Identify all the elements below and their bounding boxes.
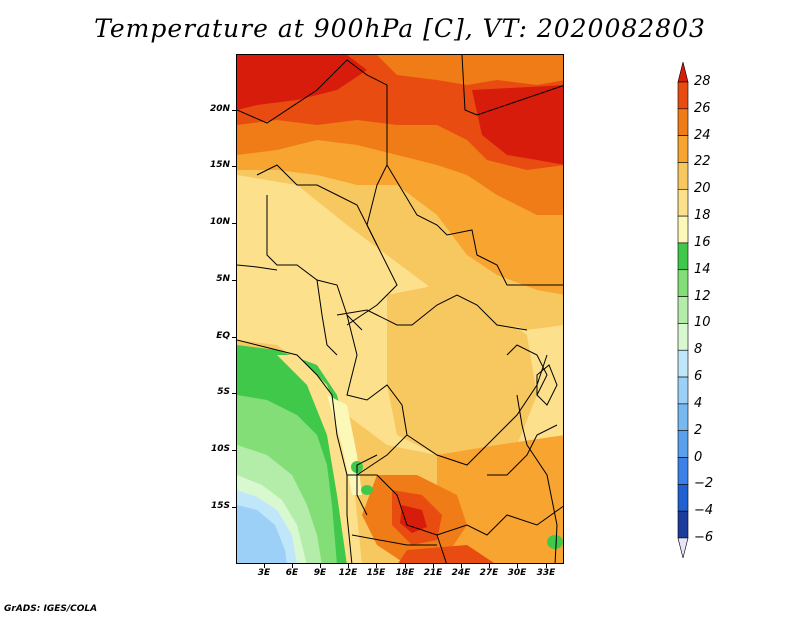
field-zambia-core (400, 505, 427, 533)
field-west-20 (237, 255, 357, 355)
colorbar-label: 12 (694, 288, 711, 304)
colorbar-swatch (677, 323, 689, 351)
field-se-24 (437, 435, 563, 563)
lon-label-18e: 18E (395, 568, 415, 578)
lon-label-33e: 33E (536, 568, 556, 578)
colorbar-swatch (677, 135, 689, 163)
colorbar-label: 26 (694, 100, 711, 116)
lat-tick (232, 280, 236, 281)
lat-tick (232, 450, 236, 451)
colorbar-label: 6 (694, 369, 703, 385)
colorbar-label: 14 (694, 261, 711, 277)
borders (237, 55, 563, 563)
colorbar-label: 16 (694, 234, 711, 250)
lat-tick (232, 393, 236, 394)
colorbar-label: 10 (694, 315, 711, 331)
colorbar-label: 2 (694, 422, 703, 438)
colorbar-label: 20 (694, 181, 711, 197)
colorbar-swatch (677, 81, 689, 110)
colorbar-swatch (677, 269, 689, 297)
field-spot-green-2 (361, 485, 373, 495)
field-south-hot (398, 545, 494, 563)
colorbar-label: 18 (694, 208, 711, 224)
colorbar-swatch (677, 457, 689, 485)
lat-label-5n: 5N (216, 274, 230, 284)
lat-label-10n: 10N (209, 217, 230, 227)
lat-tick (232, 337, 236, 338)
lat-label-20n: 20N (209, 104, 230, 114)
lon-label-12e: 12E (338, 568, 358, 578)
lat-tick (232, 507, 236, 508)
lon-label-6e: 6E (285, 568, 299, 578)
colorbar-label: 4 (694, 395, 703, 411)
colorbar-swatch (677, 376, 689, 405)
lat-label-5s: 5S (217, 387, 230, 397)
colorbar-label: 24 (694, 127, 711, 143)
field-north-hot (237, 55, 367, 110)
lat-label-15n: 15N (209, 160, 230, 170)
colorbar-swatch (677, 108, 689, 136)
map-title: Temperature at 900hPa [C], VT: 202008280… (94, 14, 706, 43)
colorbar-label: 0 (694, 449, 703, 465)
colorbar-label: −6 (694, 530, 714, 545)
colorbar (677, 62, 689, 558)
lat-tick (232, 110, 236, 111)
colorbar-label: −2 (694, 476, 714, 492)
lon-tick (320, 564, 321, 568)
field-spot-green-3 (547, 535, 563, 549)
colorbar-swatch (677, 215, 689, 244)
lon-label-3e: 3E (257, 568, 271, 578)
lat-label-10s: 10S (210, 444, 230, 454)
lon-tick (489, 564, 490, 568)
colorbar-swatch (677, 242, 689, 271)
lon-tick (348, 564, 349, 568)
colorbar-swatches (677, 62, 689, 558)
lon-label-30e: 30E (507, 568, 527, 578)
temperature-map (236, 54, 564, 564)
lon-label-15e: 15E (366, 568, 386, 578)
lon-label-24e: 24E (451, 568, 471, 578)
lon-tick (376, 564, 377, 568)
lat-tick (232, 166, 236, 167)
field-ne-hot (472, 85, 563, 165)
lon-tick (433, 564, 434, 568)
lon-tick (517, 564, 518, 568)
grads-credit: GrADS: IGES/COLA (4, 604, 98, 614)
colorbar-swatch (677, 484, 689, 512)
lon-tick (405, 564, 406, 568)
field-basin-22 (387, 285, 537, 465)
colorbar-swatch (677, 430, 689, 458)
colorbar-top-triangle (677, 62, 689, 83)
lon-label-9e: 9E (313, 568, 327, 578)
lat-label-eq: EQ (216, 331, 230, 341)
colorbar-label: 8 (694, 342, 703, 358)
colorbar-swatch (677, 510, 689, 539)
lon-tick (461, 564, 462, 568)
field-coast-6 (237, 505, 287, 563)
colorbar-label: 22 (694, 154, 711, 170)
colorbar-swatch (677, 296, 689, 324)
colorbar-label: 28 (694, 74, 711, 89)
lat-label-15s: 15S (210, 501, 230, 511)
field-coast-band (277, 355, 362, 563)
lon-label-27e: 27E (479, 568, 499, 578)
colorbar-bottom-triangle (677, 537, 689, 558)
colorbar-swatch (677, 188, 689, 217)
lon-label-21e: 21E (423, 568, 443, 578)
lon-tick (546, 564, 547, 568)
lon-tick (292, 564, 293, 568)
lon-tick (264, 564, 265, 568)
colorbar-swatch (677, 162, 689, 190)
colorbar-swatch (677, 403, 689, 432)
colorbar-label: −4 (694, 503, 714, 519)
lat-tick (232, 223, 236, 224)
colorbar-swatch (677, 349, 689, 378)
